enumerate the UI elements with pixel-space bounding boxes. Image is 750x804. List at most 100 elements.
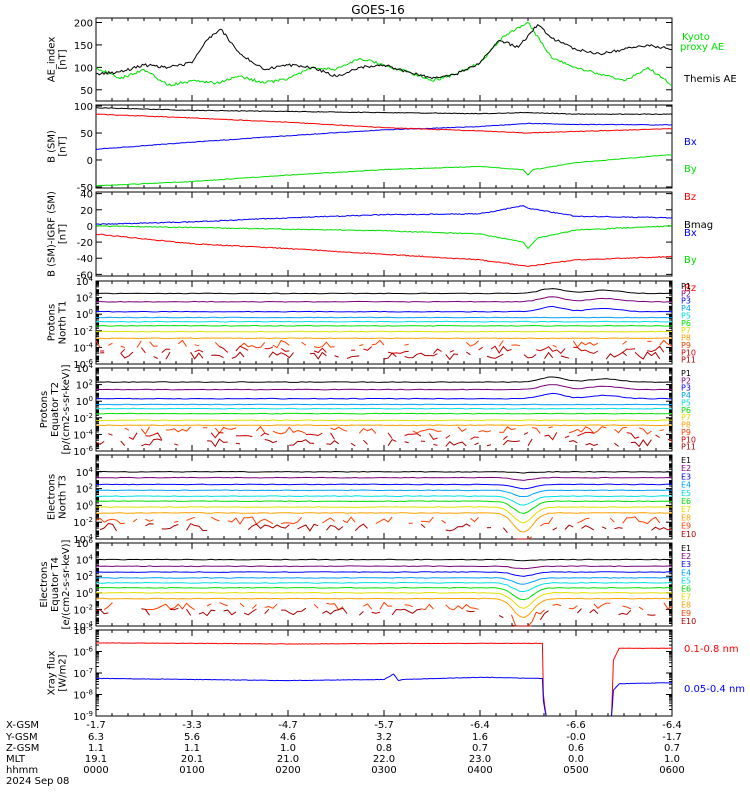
legend-label-xray-short: 0.05-0.4 nm — [684, 684, 745, 695]
channel-label-prot_t1-p5: P5 — [681, 311, 691, 320]
x-row-label-x-gsm: X-GSM — [6, 720, 39, 731]
y-tick-label-prot_t2: 104 — [76, 362, 94, 375]
channel-line-prot_t2-p8 — [95, 424, 673, 427]
channel-line-prot_t2-p4 — [95, 403, 673, 406]
y-tick-label-prot_t1: 10-4 — [73, 341, 93, 354]
y-tick-label-elec_t3: 104 — [76, 466, 94, 479]
y-tick-label-elec_t4: 100 — [76, 587, 93, 600]
y-tick-label-elec_t4: 10-2 — [73, 603, 93, 616]
y-axis-label-ae: [nT] — [58, 49, 69, 69]
y-tick-label-bigrf: 20 — [80, 206, 93, 217]
series-line-bigrf-bz — [95, 233, 673, 267]
plot-title: GOES-16 — [351, 3, 405, 17]
channel-label-prot_t2-p10: P10 — [681, 435, 696, 444]
x-row-value-mlt: 1.0 — [664, 754, 680, 765]
x-row-value-y-gsm: 1.6 — [472, 732, 488, 743]
x-row-value-y-gsm: -0.0 — [566, 732, 586, 743]
y-tick-label-bsm: 100 — [74, 102, 93, 113]
channel-label-prot_t1-p2: P2 — [681, 289, 691, 298]
y-axis-label-elec_t4: Electrons — [39, 561, 50, 607]
y-tick-label-bigrf: -40 — [77, 254, 93, 265]
y-tick-label-prot_t1: 100 — [76, 308, 93, 321]
channel-label-prot_t2-p8: P8 — [681, 421, 691, 430]
channel-label-prot_t2-p5: P5 — [681, 398, 691, 407]
channel-line-elec_t3-e1 — [96, 470, 673, 474]
y-axis-label-bigrf: B (SM)-IGRF (SM) — [47, 191, 58, 277]
x-row-value-hhmm: 0300 — [371, 765, 396, 776]
channel-line-elec_t4-e1 — [95, 558, 672, 562]
channel-line-prot_t1-p6 — [95, 324, 673, 327]
y-axis-label-elec_t4: [e/(cm2-s-sr-keV)] — [61, 539, 72, 629]
panel-frame-ae — [95, 17, 673, 102]
legend-label-bsm-by: By — [684, 164, 697, 175]
y-axis-label-prot_t1: Protons — [47, 304, 58, 341]
y-tick-label-elec_t3: 10-4 — [73, 533, 93, 546]
x-row-value-y-gsm: -1.7 — [662, 732, 682, 743]
channel-label-prot_t2-p1: P1 — [681, 369, 691, 378]
channel-label-prot_t2-p9: P9 — [681, 428, 691, 437]
channel-label-prot_t1-p8: P8 — [681, 334, 691, 343]
channel-line-elec_t3-e8 — [96, 512, 673, 533]
channel-line-elec_t4-e5 — [95, 581, 672, 593]
y-axis-label-prot_t2: [p/(cm2-s-sr-keV)] — [61, 364, 72, 454]
channel-label-elec_t3-e6: E6 — [681, 497, 691, 506]
channel-label-prot_t2-p11: P11 — [681, 443, 696, 452]
y-tick-label-prot_t1: 10-6 — [73, 358, 93, 371]
y-axis-label-bsm: [nT] — [58, 136, 69, 156]
channel-label-elec_t4-e4: E4 — [681, 568, 691, 577]
channel-line-elec_t3-e10 — [99, 522, 673, 540]
y-tick-label-ae: 200 — [74, 18, 93, 29]
y-axis-label-prot_t2: Protons — [39, 391, 50, 428]
series-line-bigrf-bx — [95, 205, 673, 226]
channel-label-elec_t4-e3: E3 — [681, 560, 691, 569]
y-axis-label-bsm: B (SM) — [47, 130, 58, 163]
x-row-value-x-gsm: -4.7 — [278, 720, 298, 731]
x-row-value-mlt: 0.0 — [568, 754, 584, 765]
channel-line-prot_t1-p2 — [96, 296, 673, 303]
y-tick-label-prot_t2: 10-4 — [73, 428, 93, 441]
channel-line-prot_t1-p7 — [95, 330, 672, 333]
channel-label-prot_t2-p6: P6 — [681, 406, 691, 415]
y-axis-label-elec_t3: Electrons — [47, 474, 58, 520]
y-axis-label-xray: [W/m2] — [58, 654, 69, 691]
legend-label-kyoto: proxy AE — [680, 42, 724, 53]
x-row-value-y-gsm: 3.2 — [376, 732, 392, 743]
y-axis-label-prot_t2: Equator T2 — [50, 382, 61, 437]
channel-line-elec_t3-e7 — [95, 506, 673, 524]
series-line-bigrf-by — [95, 225, 673, 250]
channel-label-elec_t3-e10: E10 — [681, 530, 696, 539]
x-row-value-hhmm: 0500 — [563, 765, 588, 776]
y-tick-label-elec_t3: 100 — [76, 499, 93, 512]
channel-label-elec_t3-e3: E3 — [681, 472, 691, 481]
y-axis-label-bigrf: [nT] — [58, 224, 69, 244]
channel-line-elec_t4-e10 — [95, 607, 656, 627]
y-tick-label-bsm: 50 — [80, 129, 93, 140]
channel-line-prot_t1-p11 — [100, 352, 672, 359]
channel-label-elec_t4-e10: E10 — [681, 617, 696, 626]
x-row-value-hhmm: 0000 — [83, 765, 108, 776]
x-row-value-z-gsm: 1.0 — [280, 743, 296, 754]
x-row-value-x-gsm: -6.4 — [662, 720, 682, 731]
channel-label-elec_t4-e6: E6 — [681, 585, 691, 594]
channel-label-elec_t3-e4: E4 — [681, 481, 691, 490]
legend-label-xray-long: 0.1-0.8 nm — [684, 644, 739, 655]
series-line-bsm-bx — [95, 122, 672, 150]
y-tick-label-prot_t1: 102 — [76, 292, 93, 305]
y-tick-label-elec_t4: 102 — [76, 570, 93, 583]
legend-label-bigrf-bx: Bx — [684, 228, 697, 239]
y-tick-label-bigrf: 40 — [80, 190, 93, 201]
panel-frame-bigrf — [95, 191, 673, 277]
channel-line-elec_t3-e4 — [95, 489, 673, 497]
y-tick-label-bigrf: -60 — [77, 270, 93, 281]
panel-frame-elec_t4 — [95, 542, 673, 627]
series-line-ae-themis-ae — [95, 23, 673, 80]
channel-label-elec_t4-e1: E1 — [681, 544, 691, 553]
y-tick-label-ae: 50 — [80, 86, 93, 97]
x-row-value-mlt: 20.1 — [181, 754, 203, 765]
x-row-label-z-gsm: Z-GSM — [6, 743, 39, 754]
channel-line-elec_t4-e4 — [95, 576, 673, 585]
channel-line-prot_t2-p1 — [95, 376, 673, 383]
y-tick-label-xray: 10-7 — [73, 667, 93, 680]
y-tick-label-elec_t3: 10-2 — [73, 516, 93, 529]
channel-line-elec_t4-e7 — [95, 591, 673, 609]
